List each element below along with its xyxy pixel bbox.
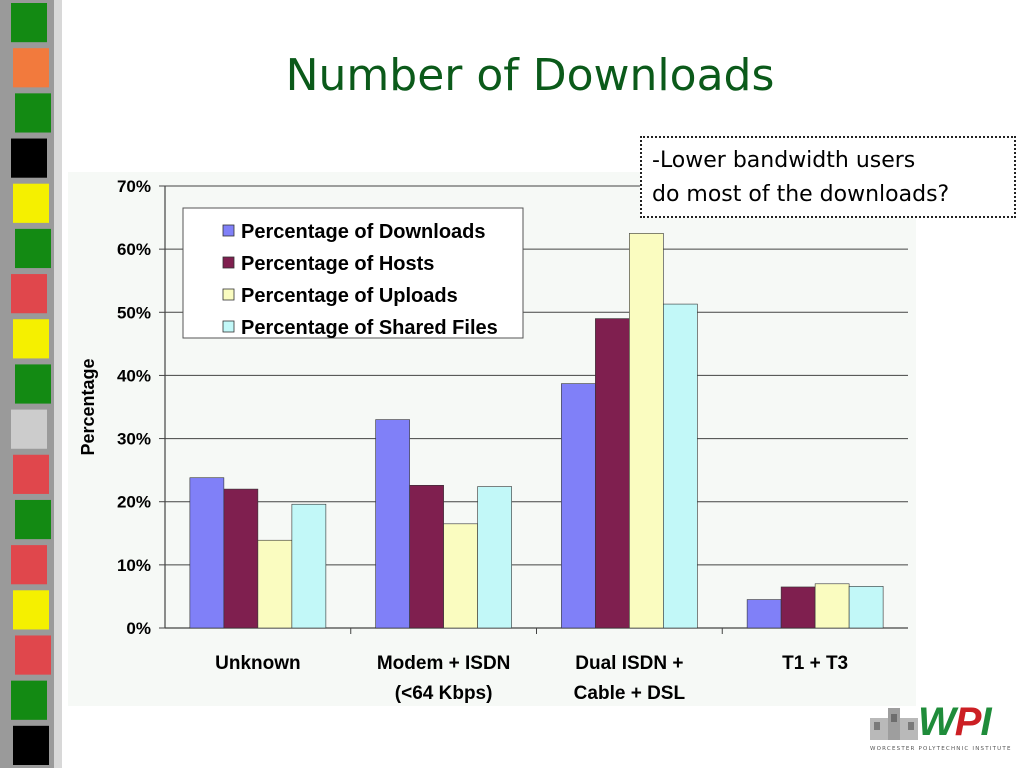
x-tick-label: T1 + T3	[782, 653, 848, 674]
legend-label: Percentage of Downloads	[241, 221, 486, 243]
decorative-side-strip	[0, 0, 62, 768]
strip-block	[13, 590, 49, 630]
legend-label: Percentage of Uploads	[241, 285, 458, 307]
strip-block	[15, 635, 51, 675]
bar	[814, 583, 850, 629]
bar	[477, 486, 512, 629]
legend-box	[182, 207, 524, 339]
y-tick-label: 0%	[126, 619, 151, 638]
x-tick-label: Dual ISDN +	[575, 653, 683, 674]
wpi-logo: WPI WORCESTER POLYTECHNIC INSTITUTE	[868, 700, 1012, 760]
y-tick-label: 30%	[117, 430, 151, 449]
legend-swatch	[222, 256, 235, 269]
x-tick-label: (<64 Kbps)	[395, 683, 493, 704]
bar	[223, 488, 259, 629]
bar	[629, 233, 664, 629]
callout-line-1: -Lower bandwidth users	[652, 148, 916, 173]
bar	[189, 477, 225, 629]
legend-swatch	[222, 288, 235, 301]
legend: Percentage of Downloads Percentage of Hos…	[182, 207, 524, 339]
legend-label: Percentage of Shared Files	[241, 317, 498, 339]
legend-swatch	[222, 224, 235, 237]
x-tick-label: Cable + DSL	[574, 683, 686, 704]
callout-box: -Lower bandwidth users do most of the do…	[640, 136, 1016, 218]
strip-block	[13, 454, 49, 494]
strip-block	[13, 183, 49, 223]
chart-panel: 0% 10% 20% 30% 40% 50% 60% 70% Percentage Unknown…	[68, 172, 916, 706]
strip-block	[11, 545, 47, 585]
strip-block	[15, 499, 51, 540]
y-tick-label: 10%	[117, 556, 151, 575]
building-icon	[870, 708, 918, 740]
bar-chart: 0% 10% 20% 30% 40% 50% 60% 70% Percentage Unknown…	[78, 177, 908, 704]
bar	[291, 503, 327, 629]
y-tick-label: 50%	[117, 303, 151, 322]
legend-label: Percentage of Hosts	[241, 253, 434, 275]
callout-line-2: do most of the downloads?	[652, 182, 950, 207]
bar	[595, 318, 630, 629]
slide-title: Number of Downloads	[285, 50, 775, 101]
y-tick-label: 60%	[117, 240, 151, 259]
y-tick-label: 20%	[117, 493, 151, 512]
strip-block	[11, 274, 47, 314]
y-axis-label: Percentage	[78, 358, 98, 455]
strip-block	[15, 364, 51, 404]
bar	[375, 419, 410, 629]
strip-block	[11, 138, 47, 178]
logo-wordmark: WPI	[918, 700, 992, 744]
x-tick-label: Unknown	[215, 653, 301, 674]
strip-block	[13, 48, 49, 88]
bar	[848, 586, 884, 629]
strip-block	[15, 228, 51, 269]
bar	[257, 539, 293, 629]
bar	[443, 523, 478, 629]
y-tick-label: 70%	[117, 177, 151, 196]
logo-subtitle: WORCESTER POLYTECHNIC INSTITUTE	[870, 746, 1012, 752]
bar	[780, 586, 816, 629]
x-tick-label: Modem + ISDN	[377, 653, 511, 674]
strip-block	[13, 319, 49, 359]
legend-swatch	[222, 320, 235, 333]
strip-block	[11, 3, 47, 43]
bar	[663, 303, 698, 629]
y-tick-label: 40%	[117, 366, 151, 385]
bar	[746, 599, 782, 629]
strip-block	[15, 93, 51, 133]
bar	[561, 383, 596, 629]
strip-block	[11, 680, 47, 720]
strip-block	[13, 725, 49, 765]
bar	[409, 484, 444, 629]
strip-block	[11, 409, 47, 449]
